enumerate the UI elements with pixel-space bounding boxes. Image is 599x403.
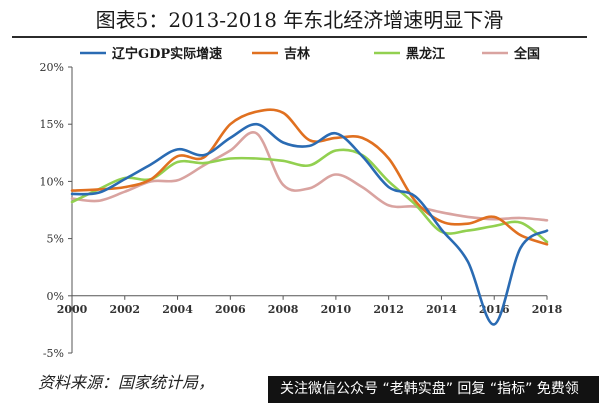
x-tick-label: 2004 xyxy=(162,303,193,316)
x-tick-label: 2012 xyxy=(373,303,404,316)
legend-label: 辽宁GDP实际增速 xyxy=(112,46,222,62)
legend-label: 黑龙江 xyxy=(406,46,445,62)
series-line xyxy=(70,108,549,246)
x-tick-label: 2002 xyxy=(109,303,140,316)
legend-label: 吉林 xyxy=(284,46,310,62)
legend-label: 全国 xyxy=(513,46,540,62)
title-divider xyxy=(12,36,587,38)
x-tick-label: 2014 xyxy=(426,303,457,316)
figure-title: 图表5：2013-2018 年东北经济增速明显下滑 xyxy=(95,8,504,32)
x-tick-label: 2006 xyxy=(215,303,246,316)
series-line xyxy=(70,130,549,222)
y-tick-label: 15% xyxy=(40,118,64,131)
y-tick-label: 10% xyxy=(40,175,64,188)
y-tick-label: -5% xyxy=(43,347,64,360)
x-tick-label: 2008 xyxy=(268,303,299,316)
y-tick-label: 20% xyxy=(40,61,64,74)
x-tick-label: 2010 xyxy=(321,303,352,316)
watermark-banner: 关注微信公众号 “老韩实盘” 回复 “指标” 免费领 xyxy=(268,376,599,403)
y-tick-label: 0% xyxy=(47,290,64,303)
y-tick-label: 5% xyxy=(47,233,64,246)
chart-container: -5% 0% 5% 10% 15% 20% 2000 2002 2004 2006 2008 2010… xyxy=(12,39,587,362)
source-note: 资料来源：国家统计局， xyxy=(38,373,215,392)
line-chart: -5% 0% 5% 10% 15% 20% 2000 2002 2004 2006 2008 2010… xyxy=(40,46,563,360)
x-tick-label: 2000 xyxy=(57,303,88,316)
series-line xyxy=(70,122,549,326)
series-line xyxy=(70,148,549,244)
x-tick-label: 2018 xyxy=(532,303,563,316)
